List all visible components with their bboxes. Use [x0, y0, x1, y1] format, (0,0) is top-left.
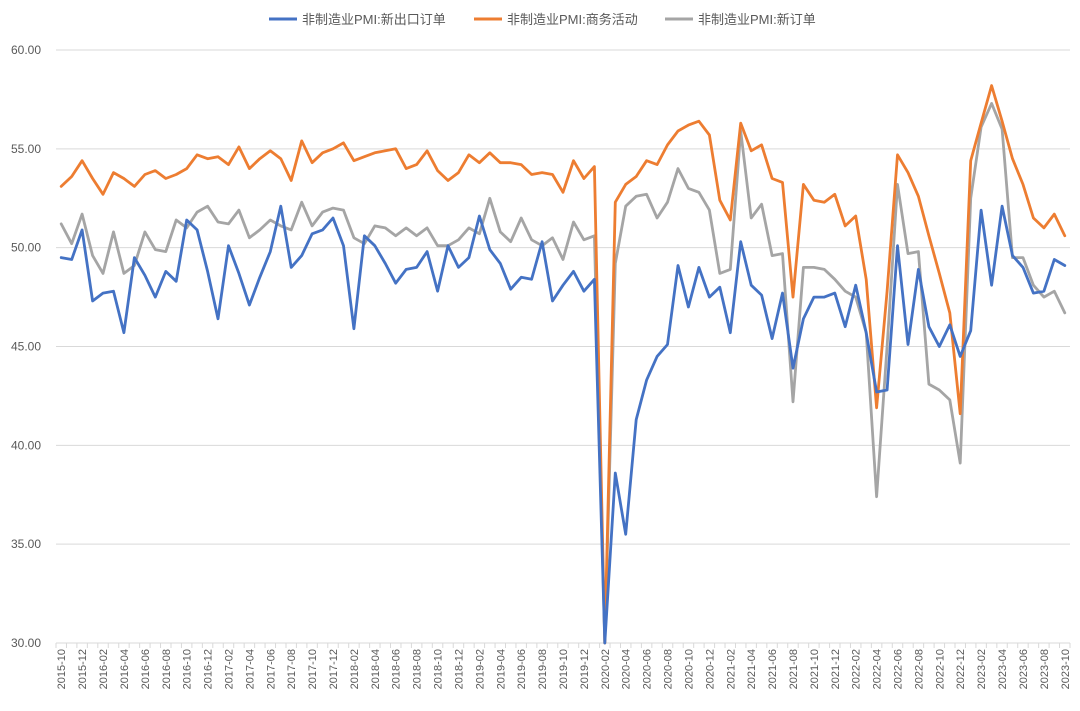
- x-tick-label: 2023-08: [1039, 649, 1051, 689]
- x-tick-label: 2020-06: [642, 649, 654, 689]
- y-tick-label: 30.00: [11, 636, 41, 650]
- x-tick-label: 2016-02: [98, 649, 110, 689]
- gridlines: [56, 49, 1070, 644]
- x-tick-label: 2019-10: [558, 649, 570, 689]
- y-tick-label: 40.00: [11, 438, 41, 452]
- series-line-2: [59, 102, 1067, 645]
- x-tick-label: 2018-12: [453, 649, 465, 689]
- x-tick-label: 2021-02: [725, 649, 737, 689]
- x-tick-label: 2021-10: [809, 649, 821, 689]
- x-tick-label: 2018-10: [433, 649, 445, 689]
- x-tick-label: 2020-04: [621, 649, 633, 689]
- x-tick-label: 2017-06: [265, 649, 277, 689]
- x-tick-label: 2023-06: [1018, 649, 1030, 689]
- x-tick-label: 2022-08: [913, 649, 925, 689]
- x-tick-label: 2017-02: [223, 649, 235, 689]
- x-tick-label: 2017-10: [307, 649, 319, 689]
- x-tick-label: 2017-04: [244, 649, 256, 689]
- x-tick-label: 2020-02: [600, 649, 612, 689]
- x-tick-label: 2022-06: [893, 649, 905, 689]
- x-tick-label: 2022-02: [851, 649, 863, 689]
- y-tick-label: 60.00: [11, 43, 41, 57]
- x-tick-label: 2015-10: [56, 649, 68, 689]
- series-line-0: [59, 204, 1067, 645]
- x-tick-label: 2021-04: [746, 649, 758, 689]
- x-tick-label: 2019-12: [579, 649, 591, 689]
- x-tick-label: 2018-04: [370, 649, 382, 689]
- legend-label-1: 非制造业PMI:商务活动: [507, 12, 638, 27]
- x-tick-label: 2017-12: [328, 649, 340, 689]
- x-tick-label: 2016-06: [140, 649, 152, 689]
- x-tick-label: 2021-06: [767, 649, 779, 689]
- legend-label-0: 非制造业PMI:新出口订单: [302, 12, 446, 27]
- y-tick-label: 55.00: [11, 142, 41, 156]
- y-tick-label: 50.00: [11, 241, 41, 255]
- x-tick-label: 2019-08: [537, 649, 549, 689]
- x-tick-label: 2023-10: [1060, 649, 1072, 689]
- legend: 非制造业PMI:新出口订单 非制造业PMI:商务活动 非制造业PMI:新订单: [269, 12, 816, 27]
- x-tick-label: 2017-08: [286, 649, 298, 689]
- x-tick-label: 2020-12: [704, 649, 716, 689]
- x-tick-label: 2019-06: [516, 649, 528, 689]
- x-tick-label: 2016-04: [119, 649, 131, 689]
- x-tick-label: 2022-04: [872, 649, 884, 689]
- x-tick-label: 2018-08: [412, 649, 424, 689]
- y-tick-label: 35.00: [11, 537, 41, 551]
- x-tick-label: 2022-10: [934, 649, 946, 689]
- x-tick-label: 2023-04: [997, 649, 1009, 689]
- x-tick-label: 2020-10: [683, 649, 695, 689]
- x-tick-label: 2016-12: [203, 649, 215, 689]
- legend-label-2: 非制造业PMI:新订单: [698, 12, 816, 27]
- x-tick-label: 2019-02: [474, 649, 486, 689]
- x-tick-label: 2020-08: [663, 649, 675, 689]
- x-tick-label: 2018-06: [391, 649, 403, 689]
- x-tick-label: 2022-12: [955, 649, 967, 689]
- series-lines: [59, 84, 1067, 645]
- x-tick-label: 2016-08: [161, 649, 173, 689]
- x-tick-label: 2018-02: [349, 649, 361, 689]
- series-line-1: [59, 84, 1067, 645]
- x-tick-label: 2016-10: [182, 649, 194, 689]
- x-tick-label: 2019-04: [495, 649, 507, 689]
- x-tick-label: 2015-12: [77, 649, 89, 689]
- axes: 30.00 35.00 40.00 45.00 50.00 55.00 60.00 2015-…: [11, 43, 1072, 689]
- y-tick-label: 45.00: [11, 340, 41, 354]
- x-tick-label: 2021-08: [788, 649, 800, 689]
- x-tick-label: 2021-12: [830, 649, 842, 689]
- x-tick-label: 2023-02: [976, 649, 988, 689]
